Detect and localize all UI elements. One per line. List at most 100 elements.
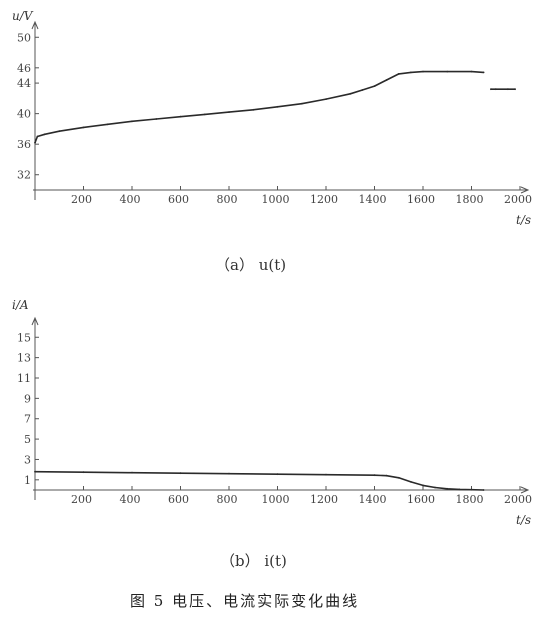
data-point (325, 98, 327, 100)
y-tick-label: 50 (17, 31, 31, 44)
data-point (325, 473, 327, 476)
data-point (300, 102, 303, 105)
x-tick-label: 1400 (359, 493, 387, 506)
x-tick-label: 1200 (310, 193, 338, 206)
x-tick-label: 1800 (456, 493, 484, 506)
x-tick-label: 1000 (262, 193, 290, 206)
y-tick-label: 11 (17, 372, 31, 385)
voltage-x-axis-label: t/s (516, 213, 531, 227)
x-tick-label: 600 (168, 193, 189, 206)
data-point (131, 471, 133, 474)
current-ticks: 200 400 600 800 1000 1200 1400 1600 1800 20001357… (17, 331, 532, 506)
voltage-y-axis-label: u/V (12, 9, 34, 23)
voltage-ticks: 200 400 600 800 1000 1200 1400 1600 1800 2000 32 36… (17, 31, 532, 206)
data-point (58, 130, 61, 133)
x-axis-arrow (520, 486, 530, 494)
data-point (385, 79, 388, 81)
current-axes (31, 316, 530, 500)
current-y-axis-label: i/A (12, 298, 29, 312)
data-point (179, 115, 182, 118)
voltage-subcaption: （a） u(t) (215, 256, 286, 274)
data-point (397, 73, 400, 75)
data-point (397, 476, 400, 479)
data-point (482, 489, 485, 491)
data-point (361, 89, 364, 91)
current-series (34, 470, 485, 491)
y-tick-label: 3 (24, 453, 31, 466)
x-tick-label: 200 (71, 193, 92, 206)
x-tick-label: 800 (217, 193, 238, 206)
series-line-0 (34, 470, 484, 491)
data-point (507, 88, 509, 91)
data-point (228, 111, 230, 113)
current-subcaption: （b） i(t) (220, 552, 287, 570)
data-point (494, 88, 497, 91)
data-point (82, 126, 85, 129)
y-tick-label: 5 (24, 433, 31, 446)
data-point (490, 88, 492, 91)
data-point (276, 105, 279, 108)
y-tick-label: 13 (17, 352, 31, 365)
data-point (410, 481, 412, 483)
y-tick-label: 40 (17, 108, 31, 121)
data-point (422, 484, 424, 487)
y-axis-arrow (31, 316, 39, 326)
data-point (446, 70, 449, 73)
data-point (34, 141, 36, 144)
data-point (482, 71, 485, 74)
data-point (373, 85, 376, 87)
data-point (155, 118, 158, 120)
y-tick-label: 1 (24, 474, 31, 487)
data-point (349, 92, 352, 95)
x-tick-label: 1400 (359, 193, 387, 206)
data-point (458, 488, 461, 491)
data-point (276, 473, 279, 476)
data-point (228, 472, 230, 475)
x-tick-label: 1000 (262, 493, 290, 506)
y-axis-arrow (31, 20, 39, 30)
data-point (36, 135, 39, 138)
data-point (410, 71, 412, 74)
x-tick-label: 2000 (504, 493, 532, 506)
data-point (514, 88, 516, 91)
voltage-axes (31, 20, 530, 200)
x-tick-label: 400 (120, 193, 141, 206)
voltage-series (34, 70, 516, 144)
x-tick-label: 800 (217, 493, 238, 506)
current-x-axis-label: t/s (516, 513, 531, 527)
data-point (446, 487, 449, 490)
data-point (373, 474, 376, 477)
data-point (179, 472, 182, 475)
y-tick-label: 9 (24, 392, 31, 405)
series-line-0 (34, 70, 484, 143)
y-tick-label: 7 (24, 413, 31, 426)
data-point (34, 470, 36, 473)
data-point (434, 486, 436, 489)
data-point (385, 474, 388, 477)
data-point (82, 471, 85, 474)
x-tick-label: 1600 (407, 193, 435, 206)
figure-caption: 图 5 电压、电流实际变化曲线 (130, 592, 359, 610)
y-tick-label: 32 (17, 169, 31, 182)
data-point (470, 488, 473, 491)
data-point (422, 70, 424, 73)
x-axis-arrow (520, 186, 530, 194)
y-tick-label: 46 (17, 62, 31, 75)
x-tick-label: 1200 (310, 493, 338, 506)
x-tick-label: 1600 (407, 493, 435, 506)
x-tick-label: 400 (120, 493, 141, 506)
x-tick-label: 2000 (504, 193, 532, 206)
data-point (203, 113, 206, 116)
data-point (252, 108, 255, 111)
data-point (131, 120, 133, 123)
y-tick-label: 44 (17, 77, 31, 90)
x-tick-label: 600 (168, 493, 189, 506)
current-chart: i/A t/s 200 400 600 800 1000 1200 1400 1600 1800… (12, 298, 532, 570)
data-point (43, 133, 46, 136)
data-point (106, 123, 109, 126)
y-tick-label: 36 (17, 138, 31, 151)
x-tick-label: 1800 (456, 193, 484, 206)
data-point (470, 70, 473, 73)
x-tick-label: 200 (71, 493, 92, 506)
